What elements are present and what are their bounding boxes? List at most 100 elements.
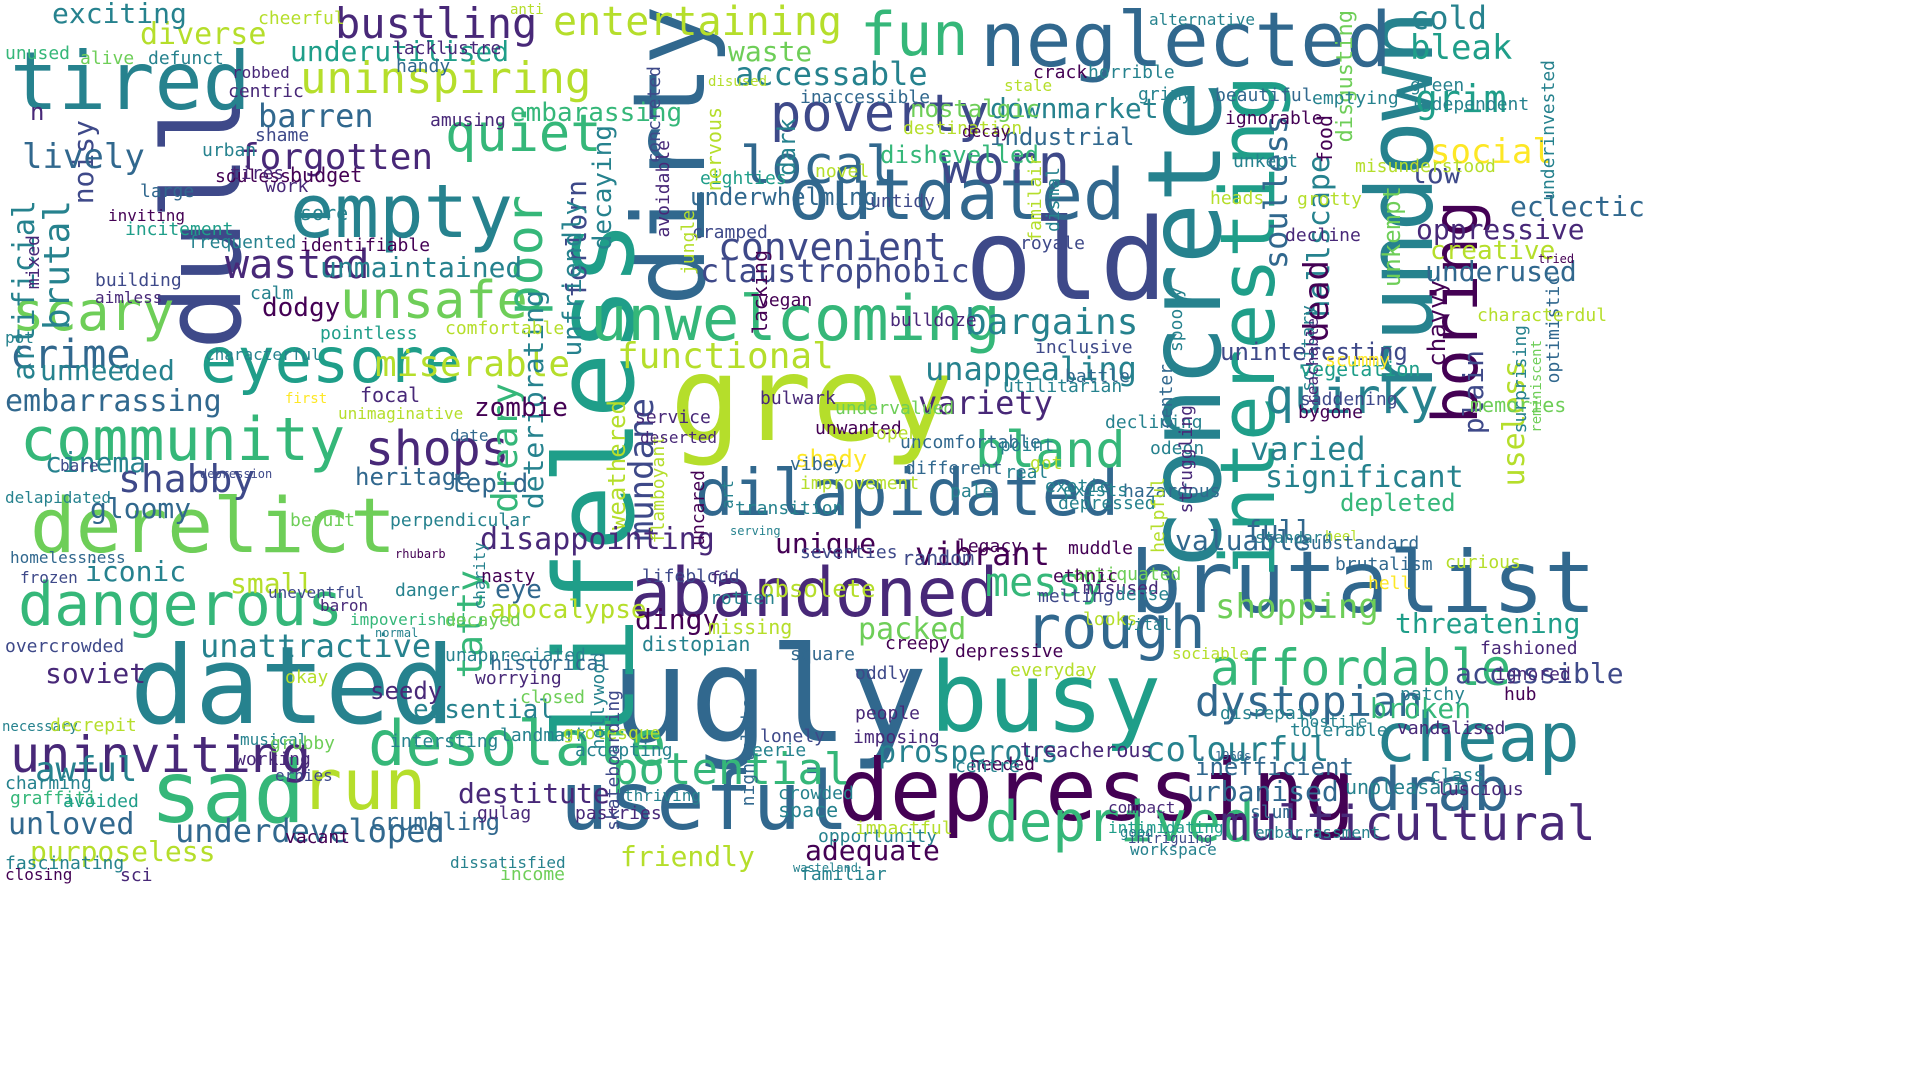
- word-fascinating: fascinating: [5, 853, 125, 874]
- word-underdeveloped: underdeveloped: [175, 812, 445, 850]
- word-bustling: bustling: [335, 0, 538, 48]
- word-eyesore: eyesore: [200, 324, 462, 397]
- word-vital: vital: [1124, 615, 1173, 634]
- word-bulldoze: bulldoze: [890, 310, 977, 331]
- word-unattractive: unattractive: [200, 627, 432, 665]
- word-disgusting: disgusting: [1333, 10, 1358, 143]
- word-service: service: [635, 407, 711, 428]
- word-soviet: soviet: [45, 657, 147, 690]
- word-underwhelming: underwhelming: [690, 183, 878, 211]
- word-amusing: amusing: [430, 110, 506, 131]
- word-opportunity: opportunity: [818, 826, 938, 847]
- word-embarrassing: embarrassing: [5, 384, 222, 419]
- word-multicultural: multicultural: [1220, 796, 1596, 852]
- word-okay: okay: [285, 667, 329, 688]
- word-stale: stale: [1004, 76, 1053, 95]
- word-vandalised: vandalised: [1397, 718, 1506, 739]
- word-art: art: [718, 480, 737, 509]
- word-eighties: eighties: [700, 168, 787, 189]
- word-dishevelled: dishevelled: [880, 141, 1039, 169]
- word-inefficient: inefficient: [1195, 753, 1354, 781]
- word-cold: cold: [1410, 0, 1488, 37]
- word-beruit: beruit: [290, 510, 356, 531]
- word-quiet: quiet: [445, 104, 602, 164]
- word-handy: handy: [396, 56, 451, 77]
- word-skateboarding: skateboarding: [603, 690, 624, 831]
- word-pale: pale: [950, 481, 994, 502]
- word-disappointing: disappointing: [480, 522, 715, 557]
- word-improvement: improvement: [800, 473, 920, 494]
- word-scummy: scummy: [1325, 350, 1391, 371]
- word-compact: compact: [1108, 798, 1176, 817]
- word-potential: potential: [612, 744, 851, 795]
- word-heads: heads: [1210, 188, 1265, 209]
- word-graffiti: graffiti: [10, 788, 97, 809]
- word-cheap: cheap: [1375, 699, 1580, 778]
- word-mixed: mixed: [23, 235, 44, 290]
- word-untidy: untidy: [870, 191, 936, 212]
- word-brutalism: brutalism: [1335, 554, 1433, 575]
- word-affordable: affordable: [1210, 639, 1512, 697]
- word-misused: misused: [1083, 578, 1159, 599]
- word-grey: grey: [670, 330, 955, 468]
- word-bleak: bleak: [1410, 28, 1513, 68]
- word-lonely: lonely: [760, 726, 826, 747]
- word-uninviting: uninviting: [10, 726, 312, 784]
- word-purposeless: purposeless: [30, 835, 216, 868]
- word-threatening: threatening: [1395, 607, 1581, 640]
- word-busy: busy: [930, 642, 1162, 754]
- word-reachable: reachable: [1303, 318, 1322, 405]
- word-horrible: horrible: [1088, 62, 1175, 83]
- word-weathered: weathered: [603, 400, 631, 531]
- word-odeon: odeon: [1150, 438, 1205, 459]
- word-unwanted: unwanted: [815, 418, 902, 439]
- word-building: building: [95, 270, 182, 291]
- word-depressing: depressing: [838, 741, 1356, 841]
- word-variety: variety: [918, 384, 1053, 422]
- word-spooky: spooky: [1166, 287, 1187, 353]
- word-underused: underused: [1425, 255, 1577, 288]
- word-uninspiring: uninspiring: [300, 53, 592, 104]
- word-unimaginative: unimaginative: [338, 404, 464, 423]
- word-hazardous: hazardous: [1123, 481, 1221, 502]
- word-homelessness: homelessness: [10, 548, 126, 567]
- word-wasteland: wasteland: [793, 861, 859, 875]
- word-cramped: cramped: [692, 222, 768, 243]
- word-eye: eye: [495, 575, 542, 605]
- word-flamboyant: flamboyant: [648, 435, 669, 544]
- word-food: food: [1313, 115, 1337, 164]
- word-awful: awful: [35, 750, 138, 790]
- word-disrepair: disrepair: [1220, 703, 1318, 724]
- word-pot: pot: [5, 328, 34, 347]
- word-eerie: eerie: [752, 740, 807, 761]
- word-struggling: struggling: [1176, 405, 1197, 514]
- word-hostile: hostile: [1300, 712, 1368, 731]
- word-tepid: tepid: [450, 469, 529, 499]
- word-center: center: [1156, 364, 1177, 430]
- word-broken: broken: [1370, 692, 1472, 725]
- word-surprising: surprising: [1510, 325, 1531, 434]
- word-luscious: luscious: [1437, 779, 1524, 800]
- word-low: low: [1410, 157, 1461, 190]
- word-destination: destination: [903, 118, 1023, 139]
- word-unique: unique: [775, 527, 877, 560]
- word-closing: closing: [5, 865, 73, 884]
- word-rotten: rotten: [710, 588, 776, 609]
- word-fashioned: fashioned: [1480, 638, 1578, 659]
- word-real: real: [1005, 462, 1049, 483]
- word-missing: missing: [708, 615, 793, 639]
- word-vibrant: vibrant: [915, 535, 1050, 573]
- word-alternative: alternative: [1149, 10, 1255, 29]
- word-undervalued: undervalued: [835, 398, 955, 419]
- word-helpful: helpful: [1148, 477, 1169, 553]
- word-grim: grim: [1415, 77, 1507, 121]
- word-bland: bland: [975, 421, 1126, 479]
- word-embarrassment: embarrassment: [1255, 823, 1381, 842]
- word-soulless: soulless: [1257, 115, 1295, 270]
- word-decaying: decaying: [588, 125, 618, 251]
- word-local: local: [740, 136, 897, 196]
- word-dangerous: dangerous: [18, 570, 344, 640]
- word-emptying: emptying: [1312, 88, 1399, 109]
- word-frozen: frozen: [20, 568, 78, 587]
